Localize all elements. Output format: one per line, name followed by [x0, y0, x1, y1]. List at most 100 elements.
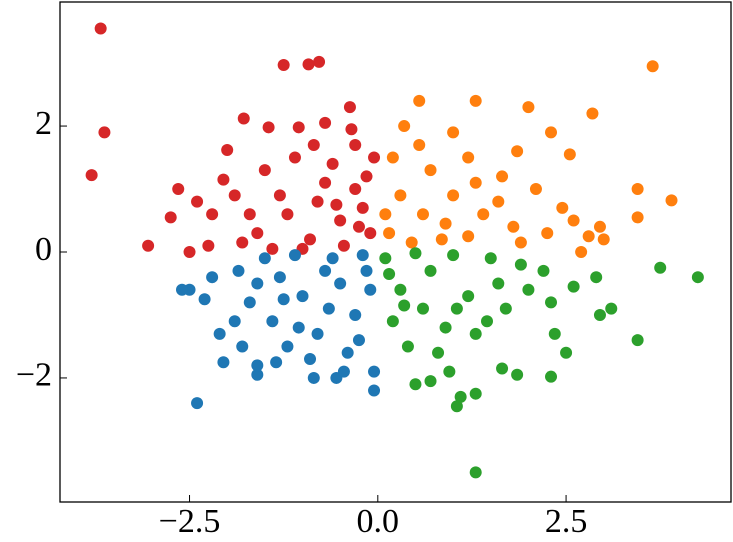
point — [514, 258, 527, 271]
point — [232, 264, 245, 277]
point — [439, 321, 452, 334]
point — [313, 55, 326, 68]
point — [202, 239, 215, 252]
point — [304, 353, 317, 366]
point — [319, 116, 332, 129]
y-tick-label: −2 — [16, 357, 52, 394]
point — [631, 334, 644, 347]
point — [424, 375, 437, 388]
point — [416, 208, 429, 221]
point — [405, 236, 418, 249]
point — [345, 123, 358, 136]
point — [507, 220, 520, 233]
point — [236, 236, 249, 249]
point — [631, 211, 644, 224]
point — [206, 271, 219, 284]
point — [307, 371, 320, 384]
point — [266, 315, 279, 328]
point — [334, 214, 347, 227]
point — [288, 151, 301, 164]
point — [401, 340, 414, 353]
point — [326, 157, 339, 170]
point — [292, 121, 305, 134]
point — [477, 208, 490, 221]
point — [311, 327, 324, 340]
point — [413, 94, 426, 107]
point — [481, 315, 493, 328]
point — [243, 208, 256, 221]
point — [142, 239, 155, 252]
point — [262, 121, 275, 134]
point — [691, 271, 704, 284]
point — [288, 249, 301, 262]
point — [364, 283, 377, 296]
point — [341, 346, 354, 359]
point — [462, 290, 475, 303]
point — [413, 138, 426, 151]
point — [349, 138, 362, 151]
point — [322, 302, 335, 315]
point — [277, 293, 290, 306]
point — [394, 283, 407, 296]
point — [386, 315, 399, 328]
point — [469, 387, 482, 400]
point — [548, 327, 561, 340]
point — [237, 112, 250, 125]
point — [307, 138, 320, 151]
point — [251, 277, 264, 290]
point — [217, 173, 230, 186]
point — [349, 183, 362, 196]
point — [416, 302, 429, 315]
point — [462, 151, 475, 164]
point — [98, 126, 111, 139]
point — [469, 176, 482, 189]
point — [409, 247, 422, 260]
point — [191, 195, 204, 208]
point — [398, 120, 411, 133]
point — [379, 252, 392, 265]
point — [213, 327, 226, 340]
point — [352, 334, 365, 347]
point — [560, 346, 573, 359]
point — [424, 164, 437, 177]
point — [394, 189, 407, 202]
point — [273, 189, 286, 202]
point — [221, 143, 234, 156]
axes-frame — [59, 1, 732, 503]
point — [337, 365, 350, 378]
point — [349, 308, 362, 321]
point — [343, 101, 356, 114]
point — [258, 252, 271, 265]
point — [398, 299, 411, 312]
point — [499, 302, 512, 315]
point — [492, 195, 505, 208]
point — [537, 264, 550, 277]
point — [541, 227, 554, 240]
point — [277, 58, 290, 71]
point — [439, 217, 452, 230]
point — [582, 230, 595, 243]
point — [228, 315, 241, 328]
point — [326, 252, 339, 265]
point — [605, 302, 618, 315]
point — [586, 107, 599, 120]
point — [424, 264, 437, 277]
point — [511, 368, 524, 381]
point — [368, 151, 381, 164]
point — [356, 201, 369, 214]
point — [172, 183, 185, 196]
point — [330, 198, 343, 211]
point — [270, 356, 283, 369]
point — [217, 356, 230, 369]
x-tick-label: 0.0 — [357, 503, 400, 540]
point — [281, 340, 294, 353]
x-tick-label: −2.5 — [159, 503, 221, 540]
point — [302, 58, 315, 71]
point — [492, 277, 505, 290]
point — [311, 195, 324, 208]
point — [654, 261, 667, 274]
point — [319, 264, 332, 277]
point — [432, 346, 445, 359]
point — [496, 362, 509, 375]
point — [191, 397, 204, 410]
